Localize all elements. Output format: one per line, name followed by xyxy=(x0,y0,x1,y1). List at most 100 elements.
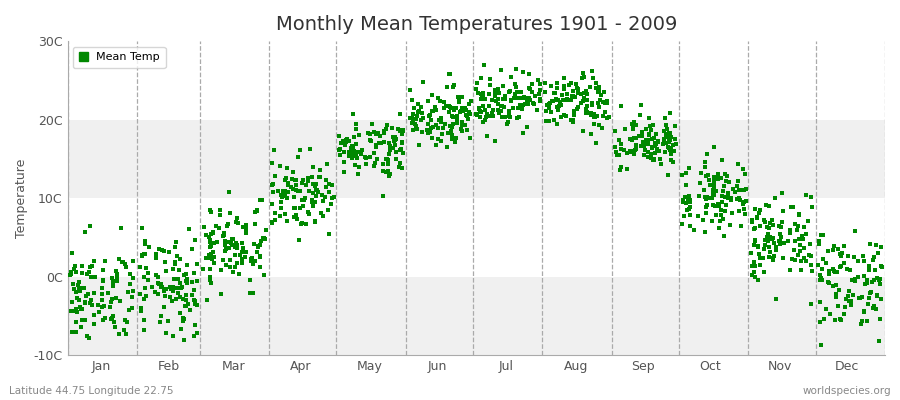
Point xyxy=(813,276,827,283)
Point xyxy=(77,284,92,291)
Point xyxy=(804,194,818,200)
Point xyxy=(197,223,211,230)
Point xyxy=(122,271,137,277)
Point xyxy=(472,108,487,114)
Point xyxy=(595,125,609,131)
Point xyxy=(424,117,438,123)
Point xyxy=(94,291,109,297)
Point xyxy=(372,140,386,146)
Point xyxy=(831,246,845,252)
Point xyxy=(266,219,280,226)
Point xyxy=(145,284,159,290)
Point xyxy=(433,98,447,104)
Point xyxy=(865,279,879,285)
Point xyxy=(551,97,565,103)
Point xyxy=(188,298,202,304)
Point xyxy=(459,127,473,134)
Point xyxy=(333,151,347,158)
Point xyxy=(785,256,799,262)
Point xyxy=(614,164,628,170)
Point xyxy=(590,113,605,119)
Point xyxy=(683,204,698,210)
Point xyxy=(68,306,83,312)
Point xyxy=(549,96,563,102)
Point xyxy=(602,114,616,120)
Point xyxy=(394,146,409,153)
Point xyxy=(285,169,300,175)
Point xyxy=(864,289,878,295)
Point xyxy=(504,98,518,104)
Point xyxy=(664,157,679,164)
Point xyxy=(576,98,590,104)
Point xyxy=(747,269,761,276)
Point xyxy=(267,172,282,179)
Point xyxy=(444,104,458,111)
Point xyxy=(668,136,682,143)
Point xyxy=(752,251,767,258)
Point xyxy=(408,120,422,127)
Point xyxy=(64,308,78,314)
Point xyxy=(542,118,556,124)
Point xyxy=(825,282,840,289)
Point xyxy=(454,122,469,128)
Point xyxy=(342,153,356,160)
Point xyxy=(523,86,537,92)
Point xyxy=(496,96,510,102)
Point xyxy=(163,284,177,290)
Point xyxy=(866,304,880,311)
Point xyxy=(366,150,381,156)
Point xyxy=(452,97,466,104)
Point xyxy=(243,277,257,283)
Point xyxy=(140,270,155,276)
Point xyxy=(358,161,373,168)
Point xyxy=(244,258,258,264)
Point xyxy=(644,127,659,134)
Point xyxy=(609,149,624,156)
Point xyxy=(486,112,500,119)
Point xyxy=(94,297,109,304)
Point xyxy=(698,195,713,202)
Point xyxy=(707,184,722,191)
Point xyxy=(158,268,173,274)
Point xyxy=(580,109,594,115)
Point xyxy=(375,161,390,167)
Point xyxy=(840,266,854,272)
Point xyxy=(564,117,579,123)
Point xyxy=(378,126,392,132)
Point xyxy=(203,207,218,214)
Point xyxy=(346,143,360,149)
Point xyxy=(67,266,81,272)
Point xyxy=(411,100,426,107)
Point xyxy=(106,312,121,319)
Point xyxy=(177,316,192,322)
Point xyxy=(288,177,302,184)
Point xyxy=(594,92,608,98)
Point xyxy=(87,274,102,280)
Point xyxy=(542,105,556,111)
Point xyxy=(471,90,485,96)
Point xyxy=(455,108,470,114)
Point xyxy=(186,269,201,276)
Point xyxy=(134,307,148,313)
Point xyxy=(520,124,535,130)
Point xyxy=(253,197,267,203)
Point xyxy=(118,316,132,323)
Point xyxy=(148,289,163,296)
Point xyxy=(135,252,149,258)
Point xyxy=(744,216,759,223)
Point xyxy=(149,255,164,261)
Point xyxy=(766,222,780,228)
Point xyxy=(548,90,562,96)
Point xyxy=(462,101,476,108)
Point xyxy=(421,130,436,136)
Point xyxy=(518,95,532,102)
Point xyxy=(540,102,554,108)
Point xyxy=(302,211,317,217)
Point xyxy=(149,250,164,257)
Point xyxy=(571,90,585,96)
Point xyxy=(250,249,265,255)
Point xyxy=(765,216,779,223)
Point xyxy=(65,329,79,335)
Point xyxy=(309,192,323,199)
Point xyxy=(584,130,598,137)
